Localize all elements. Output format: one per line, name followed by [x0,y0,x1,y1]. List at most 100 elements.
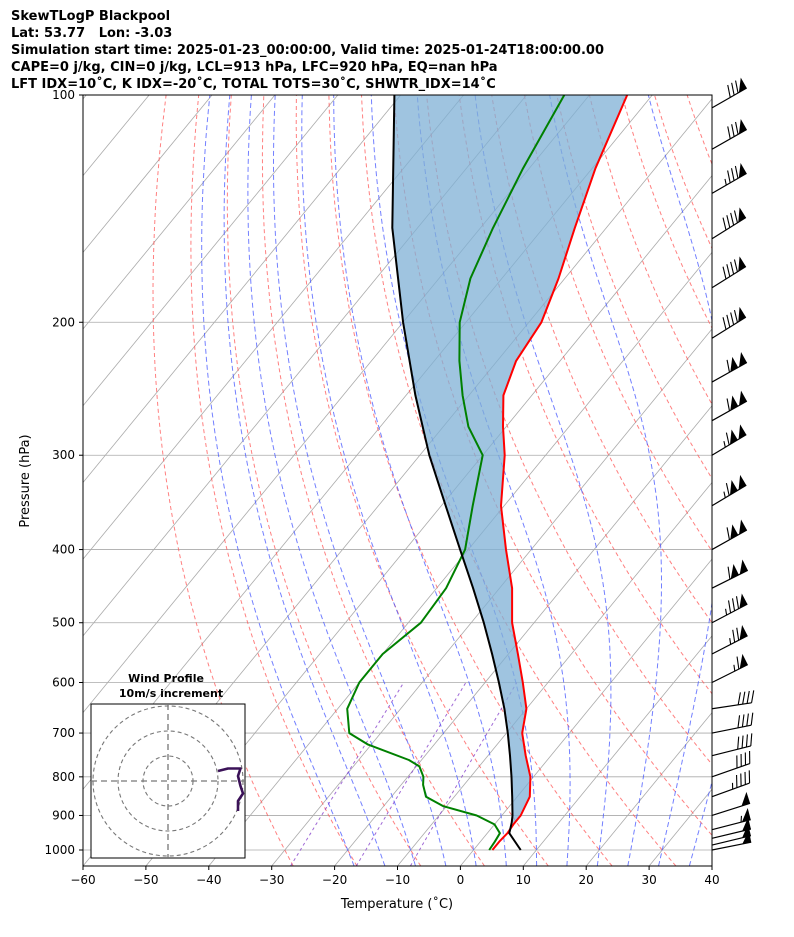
wind-barb-shaft [711,172,747,194]
dry-adiabat [393,95,712,836]
isotherm-line [83,95,402,484]
wind-barb [711,162,747,194]
wind-barb-half-flag [733,664,736,672]
temperature-line [491,95,629,851]
wind-barb-flag [730,168,735,181]
wind-barb-shaft [711,664,749,684]
x-tick-label: −50 [133,873,158,887]
wind-barb-pennant [730,480,738,495]
hodograph-title: Wind Profile [128,672,204,685]
wind-barb-pennant [739,519,747,535]
wind-barb-flag [726,359,730,373]
wind-barb-pennant [738,256,746,272]
wind-barb [711,424,747,456]
y-tick-label: 400 [52,543,75,557]
wind-barb-shaft [711,128,748,150]
wind-barb-pennant [738,207,746,223]
station-title: SkewTLogP Blackpool [11,9,171,24]
parcel-line [391,95,522,851]
dry-adiabat [621,95,712,330]
x-tick-label: −10 [385,873,410,887]
wind-barb-flag [741,735,744,749]
wind-barb-pennant [742,808,751,822]
wind-barb-shaft [711,745,751,757]
axis-ticks: −60 −50 −40 −30 −20 −10 0 10 20 30 40 100 200 300 400 5… [44,88,719,887]
wind-barb-flag [732,629,736,643]
wind-barb-pennant [738,474,747,490]
x-tick-label: 20 [579,873,594,887]
mixing-ratio-line [290,682,405,866]
wind-barb [711,770,751,798]
wind-barb-pennant [739,625,748,640]
wind-barb-pennant [738,119,747,134]
wind-barb-flag [736,656,740,670]
isotherm-line [271,328,712,866]
wind-barb-pennant [730,395,739,411]
hodograph-ring [92,705,244,857]
wind-barb-flag [727,170,731,183]
y-tick-label: 200 [52,315,75,329]
wind-barb-flag [737,692,741,705]
wind-barb-half-flag [724,178,727,186]
wind-barb-pennant [730,429,738,445]
hodograph-trace [217,767,245,811]
wind-barb [711,559,749,589]
wind-barb [711,593,748,624]
wind-barb-flag [733,210,738,223]
wind-barb-flag [730,212,735,226]
wind-barb-flag [727,566,731,580]
hodograph-ring [142,755,194,807]
convective-parameters: CAPE=0 j/kg, CIN=0 j/kg, LCL=913 hPa, LF… [11,60,498,75]
wind-barb-flag [727,600,732,614]
wind-barb [711,77,748,109]
wind-barb-shaft [711,87,748,109]
moist-adiabat [223,95,386,866]
wind-barb-pennant [738,162,747,178]
dry-adiabat [361,95,677,866]
wind-barb-flag [746,690,750,704]
wind-barb [711,352,748,383]
hodograph-inset: Wind Profile 10m/s increment [90,672,246,859]
dry-adiabat [556,95,712,480]
wind-barb-shaft [711,819,751,831]
wind-barb-shaft [711,702,752,710]
wind-barb-flag [746,713,749,727]
wind-barb-flag [726,215,731,228]
wind-barb-pennant [741,791,751,807]
wind-barb-half-flag [723,491,726,498]
wind-barb-flag [722,317,727,330]
wind-barb-shaft [711,841,752,851]
wind-barb-flag [727,84,731,98]
moist-adiabat [247,95,416,866]
wind-barb-pennant [738,77,747,93]
wind-barb-half-flag [725,608,728,616]
wind-barb-pennant [730,564,739,579]
wind-barb [711,306,747,339]
y-tick-label: 300 [52,448,75,462]
wind-barb-flag [751,690,755,703]
wind-barb [711,808,751,831]
wind-barb-flag [725,483,730,496]
y-tick-label: 900 [52,808,75,822]
wind-barb [711,519,748,551]
isotherm-line [83,95,87,100]
wind-barb-pennant [730,524,739,540]
isotherm-line [83,95,276,330]
wind-barb-flag [731,82,735,96]
x-tick-label: 10 [516,873,531,887]
wind-barb-flag [735,596,740,609]
hodograph-ring [117,730,219,832]
wind-barb-flag [742,691,746,705]
dry-adiabat [752,95,794,866]
moist-adiabat [201,95,355,866]
wind-barb-flag [741,714,745,728]
moist-adiabat [273,95,447,866]
dry-adiabat [654,95,712,250]
y-tick-label: 800 [52,770,75,784]
wind-barb-pennant [739,559,748,575]
isotherm-line [83,95,464,560]
wind-barb-flag [733,309,738,323]
wind-barb-half-flag [723,440,726,448]
wind-barb-pennant [738,424,747,440]
